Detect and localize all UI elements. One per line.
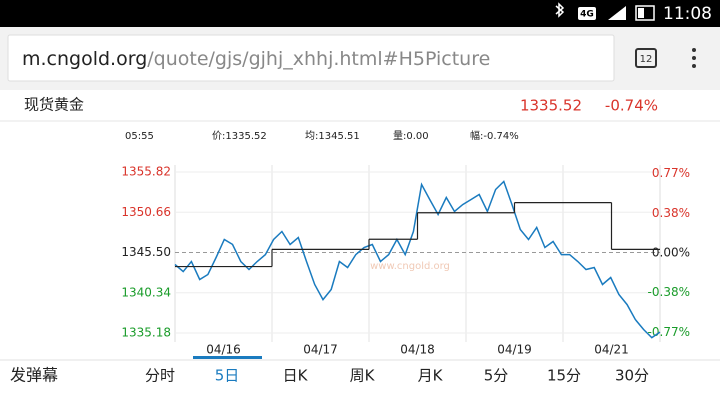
tab[interactable]: 分时 xyxy=(145,367,175,385)
url-path: /quote/gjs/gjhj_xhhj.html#H5Picture xyxy=(147,48,490,70)
y2-tick-label: -0.77% xyxy=(648,325,690,339)
info-time: 05:55 xyxy=(125,131,154,142)
tab[interactable]: 30分 xyxy=(615,367,649,385)
x-tick-label: 04/18 xyxy=(400,343,435,357)
x-tick-label: 04/17 xyxy=(303,343,338,357)
tab[interactable]: 日K xyxy=(283,367,309,385)
x-tick-label: 04/21 xyxy=(594,343,629,357)
y-tick-label: 1345.50 xyxy=(121,245,171,259)
tab[interactable]: 5日 xyxy=(215,367,240,385)
info-average: 均:1345.51 xyxy=(305,130,360,142)
y2-tick-label: -0.38% xyxy=(648,285,690,299)
danmaku-button[interactable]: 发弹幕 xyxy=(10,366,58,385)
y-tick-label: 1350.66 xyxy=(121,205,171,219)
tab[interactable]: 5分 xyxy=(484,367,509,385)
info-price: 价:1335.52 xyxy=(212,130,267,142)
info-amplitude: 幅:-0.74% xyxy=(470,129,519,142)
tab[interactable]: 15分 xyxy=(547,367,581,385)
quote-name: 现货黄金 xyxy=(24,96,84,114)
status-bar xyxy=(0,0,720,27)
x-tick-label: 04/19 xyxy=(497,343,532,357)
tab[interactable]: 月K xyxy=(418,367,444,385)
url-host: m.cngold.org xyxy=(22,48,147,70)
status-icons xyxy=(555,2,655,21)
y2-tick-label: 0.00% xyxy=(652,245,690,259)
url-field[interactable] xyxy=(7,34,615,82)
quote-price: 1335.52 xyxy=(520,97,582,115)
quote-change: -0.74% xyxy=(605,97,658,115)
x-tick-label: 04/16 xyxy=(206,343,241,357)
tab[interactable]: 周K xyxy=(350,367,376,385)
y-tick-label: 1335.18 xyxy=(121,326,171,340)
menu-button[interactable] xyxy=(692,48,696,68)
y2-tick-label: 0.77% xyxy=(652,166,690,180)
tabs-button[interactable] xyxy=(635,48,657,68)
tab-count: 12 xyxy=(640,54,653,65)
tab-bar: 分时 5日 日K 周K 月K 5分 15分 30分 xyxy=(145,367,649,385)
url: m.cngold.org/quote/gjs/gjhj_xhhj.html#H5… xyxy=(22,48,490,70)
watermark: www.cngold.org xyxy=(370,261,450,272)
y-tick-label: 1355.82 xyxy=(121,165,171,179)
network-type: 4G xyxy=(580,10,594,20)
plot: 04/16 04/17 04/18 04/19 04/21 1355.82 1350.66 1… xyxy=(121,165,690,357)
y2-tick-label: 0.38% xyxy=(652,206,690,220)
y-tick-label: 1340.34 xyxy=(121,285,171,299)
price-line xyxy=(174,180,661,339)
info-volume: 量:0.00 xyxy=(393,130,429,142)
clock: 11:08 xyxy=(663,4,712,24)
active-tab-indicator xyxy=(193,356,262,359)
